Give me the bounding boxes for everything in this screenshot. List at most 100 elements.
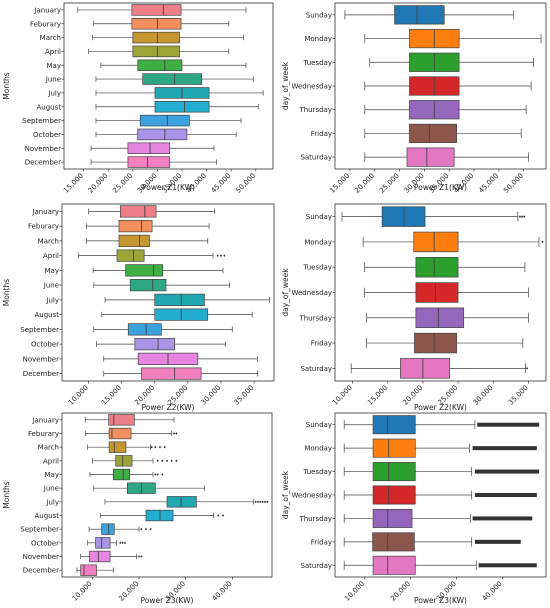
x-tick-label: 15,000 — [328, 172, 351, 195]
outlier-cluster — [474, 493, 537, 497]
category-label: Monday — [304, 35, 332, 43]
iqr-box — [95, 537, 111, 549]
iqr-box — [108, 414, 135, 426]
x-tick-label: 15,000 — [62, 172, 85, 195]
plot-area — [62, 204, 274, 381]
iqr-box — [415, 307, 465, 328]
iqr-box — [89, 550, 111, 563]
box-friday — [343, 532, 521, 552]
category-label: Saturday — [300, 154, 332, 162]
x-tick-label: 25,000 — [111, 172, 134, 195]
box-october — [96, 338, 226, 351]
iqr-box — [137, 59, 183, 71]
x-tick-label: 10,000 — [331, 384, 354, 407]
category-label: Tuesday — [303, 59, 332, 67]
outlier-point — [219, 254, 223, 257]
panel-months-z1: January Feburary March April May June July Augu… — [2, 2, 274, 195]
outlier-point — [140, 555, 143, 558]
x-tick-label: 30,000 — [199, 384, 222, 407]
outlier-point — [121, 541, 124, 545]
box-june — [93, 279, 230, 292]
outlier-point — [216, 254, 219, 257]
iqr-box — [137, 128, 188, 141]
category-label: June — [43, 485, 59, 493]
axes-frame — [63, 2, 274, 170]
box-friday — [366, 332, 524, 354]
axes-frame — [61, 412, 273, 578]
category-label: April — [45, 48, 61, 56]
outlier-cluster — [478, 563, 537, 568]
outlier-point — [175, 432, 178, 435]
outlier-cluster — [472, 516, 533, 521]
iqr-box — [413, 231, 459, 253]
iqr-box — [125, 264, 164, 277]
box-wednesday — [364, 76, 532, 96]
iqr-box — [139, 114, 190, 127]
box-june — [95, 73, 254, 85]
iqr-box — [116, 249, 145, 262]
x-tick-label: 50,000 — [502, 172, 525, 195]
outlier-point — [518, 215, 522, 218]
outlier-point — [123, 541, 127, 545]
box-monday — [362, 231, 544, 253]
iqr-box — [129, 279, 167, 292]
outlier-point — [137, 555, 141, 558]
y-axis-label: Months — [2, 279, 11, 307]
y-axis-label: day_of_week — [281, 61, 290, 110]
category-label: Sunday — [306, 213, 332, 221]
category-label: Friday — [311, 340, 332, 348]
box-september — [88, 523, 152, 535]
box-november — [80, 550, 143, 563]
category-label: August — [35, 512, 60, 520]
category-label: March — [40, 34, 61, 42]
x-tick-label: 15,000 — [100, 384, 123, 407]
iqr-box — [101, 523, 115, 535]
outlier-point — [217, 514, 220, 517]
x-tick-label: 20,000 — [389, 580, 412, 603]
x-tick-label: 40,000 — [211, 580, 234, 603]
box-december — [103, 367, 258, 380]
category-label: September — [20, 326, 59, 334]
x-tick-label: 30,000 — [472, 384, 495, 407]
category-label: July — [45, 296, 59, 304]
iqr-box — [372, 485, 416, 505]
box-sunday — [341, 206, 526, 227]
category-label: Friday — [311, 130, 332, 138]
category-label: Saturday — [300, 562, 332, 570]
iqr-box — [394, 5, 445, 25]
iqr-box — [132, 45, 180, 58]
outlier-point — [223, 254, 226, 257]
iqr-box — [409, 123, 457, 144]
x-tick-label: 20,000 — [353, 172, 376, 195]
x-tick-label: 20,000 — [117, 580, 140, 603]
axes-frame — [61, 203, 275, 382]
category-label: May — [45, 267, 59, 275]
category-label: January — [33, 6, 61, 14]
category-label: Friday — [311, 538, 332, 546]
box-august — [99, 509, 225, 522]
x-tick-label: 50,000 — [234, 172, 257, 195]
iqr-box — [118, 220, 153, 233]
category-label: June — [45, 76, 61, 84]
outlier-point — [263, 500, 267, 504]
iqr-box — [127, 323, 162, 336]
box-monday — [343, 438, 537, 458]
iqr-box — [108, 427, 132, 440]
category-label: November — [25, 145, 62, 153]
category-label: Monday — [304, 445, 332, 453]
outlier-point — [259, 500, 262, 504]
x-axis-label: Power Z1(KW) — [142, 183, 195, 192]
box-may — [89, 468, 164, 481]
outlier-point — [158, 445, 162, 449]
outlier-cluster — [474, 539, 521, 544]
category-label: June — [43, 282, 59, 290]
box-tuesday — [364, 257, 526, 278]
category-label: November — [23, 355, 60, 363]
box-wednesday — [364, 282, 529, 303]
x-tick-label: 35,000 — [507, 384, 530, 407]
y-axis-label: Months — [2, 72, 11, 100]
iqr-box — [154, 293, 205, 306]
box-september — [95, 114, 242, 127]
iqr-box — [119, 205, 157, 218]
outlier-point — [140, 527, 143, 531]
